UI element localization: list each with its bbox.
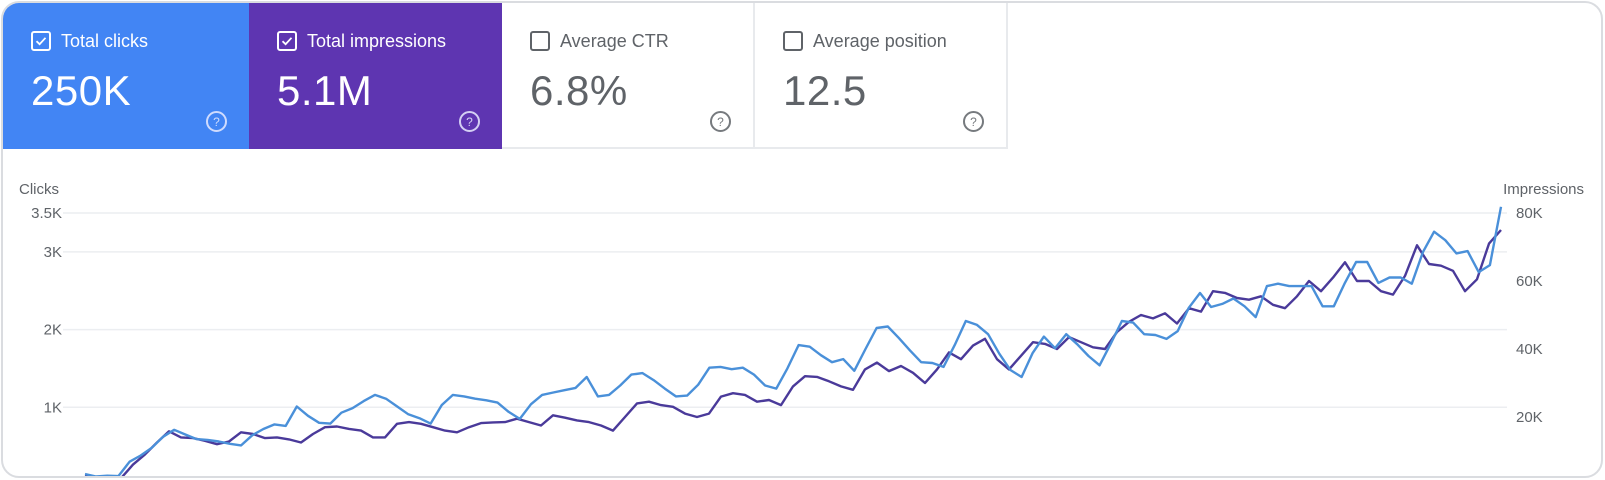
series-line-clicks <box>84 206 1503 476</box>
metric-value: 6.8% <box>530 67 628 114</box>
metric-value: 12.5 <box>783 67 867 114</box>
checkbox-unchecked-icon[interactable] <box>783 31 803 51</box>
metric-card-total-impressions[interactable]: Total impressions 5.1M ? <box>249 3 502 149</box>
metric-value: 5.1M <box>277 67 373 114</box>
metric-card-total-clicks[interactable]: Total clicks 250K ? <box>3 3 249 149</box>
y-left-axis-title: Clicks <box>19 181 59 198</box>
help-icon[interactable]: ? <box>459 111 480 132</box>
checkbox-checked-icon[interactable] <box>31 31 51 51</box>
help-icon[interactable]: ? <box>963 111 984 132</box>
help-icon[interactable]: ? <box>206 111 227 132</box>
y-right-tick-label: 20K <box>1516 409 1543 426</box>
y-left-tick-label: 3K <box>44 244 62 261</box>
metric-card-average-position[interactable]: Average position 12.5 ? <box>755 3 1008 149</box>
y-right-tick-label: 40K <box>1516 341 1543 358</box>
checkbox-checked-icon[interactable] <box>277 31 297 51</box>
help-icon[interactable]: ? <box>710 111 731 132</box>
metric-label: Total clicks <box>61 30 149 51</box>
checkbox-unchecked-icon[interactable] <box>530 31 550 51</box>
series-line-impressions <box>84 229 1502 476</box>
y-right-tick-label: 60K <box>1516 273 1543 290</box>
y-left-tick-label: 2K <box>44 322 62 339</box>
y-right-axis-title: Impressions <box>1503 181 1584 198</box>
y-left-tick-label: 1K <box>44 399 62 416</box>
y-left-tick-label: 3.5K <box>31 205 62 222</box>
performance-chart: Clicks Impressions 1K 2K 3K 3.5K 20K 40K 60K 80… <box>19 181 1584 476</box>
metric-card-average-ctr[interactable]: Average CTR 6.8% ? <box>502 3 755 149</box>
y-right-tick-label: 80K <box>1516 205 1543 222</box>
metric-label: Total impressions <box>307 30 447 51</box>
metric-label: Average position <box>813 30 947 51</box>
metric-label: Average CTR <box>560 30 669 51</box>
metric-value: 250K <box>31 67 132 114</box>
